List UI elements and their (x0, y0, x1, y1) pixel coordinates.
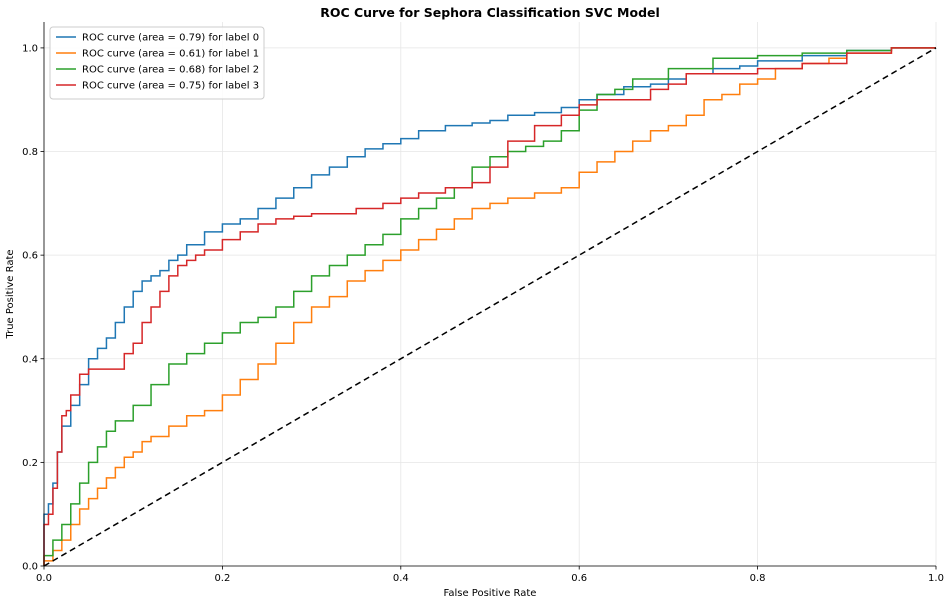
y-tick-label: 0.6 (22, 251, 38, 262)
roc-series-line-2 (43, 47, 936, 566)
roc-series-line-3 (43, 47, 936, 566)
grid (43, 22, 937, 567)
legend-label: ROC curve (area = 0.79) for label 0 (82, 33, 259, 44)
legend: ROC curve (area = 0.79) for label 0 ROC c… (49, 26, 265, 100)
x-axis-label: False Positive Rate (444, 588, 537, 599)
y-axis-label: True Positive Rate (5, 249, 16, 339)
chart-title: ROC Curve for Sephora Classification SVC… (320, 5, 660, 20)
x-tick-label: 0.4 (393, 573, 409, 584)
legend-label: ROC curve (area = 0.61) for label 1 (82, 49, 259, 60)
x-tick-label: 0.8 (750, 573, 766, 584)
axes (43, 22, 936, 567)
legend-box (49, 26, 265, 100)
y-tick-label: 0.4 (22, 354, 38, 365)
y-tick-label: 0.0 (22, 562, 38, 573)
y-tick-label: 0.2 (22, 458, 38, 469)
x-tick-label: 0.2 (214, 573, 230, 584)
series-lines (43, 47, 937, 567)
x-tick-label: 0.0 (36, 573, 52, 584)
ticks: 0.0 0.2 0.4 0.6 0.8 1.0 0.0 0.2 0.4 0.6 0.8 1.0 (22, 43, 944, 584)
roc-series-line-0 (43, 47, 936, 566)
legend-label: ROC curve (area = 0.75) for label 3 (82, 81, 259, 92)
y-tick-label: 1.0 (22, 43, 38, 54)
chance-diagonal-line (43, 47, 937, 567)
x-tick-label: 1.0 (928, 573, 944, 584)
x-tick-label: 0.6 (571, 573, 587, 584)
roc-series-line-1 (43, 47, 936, 566)
legend-label: ROC curve (area = 0.68) for label 2 (82, 65, 259, 76)
y-tick-label: 0.8 (22, 147, 38, 158)
